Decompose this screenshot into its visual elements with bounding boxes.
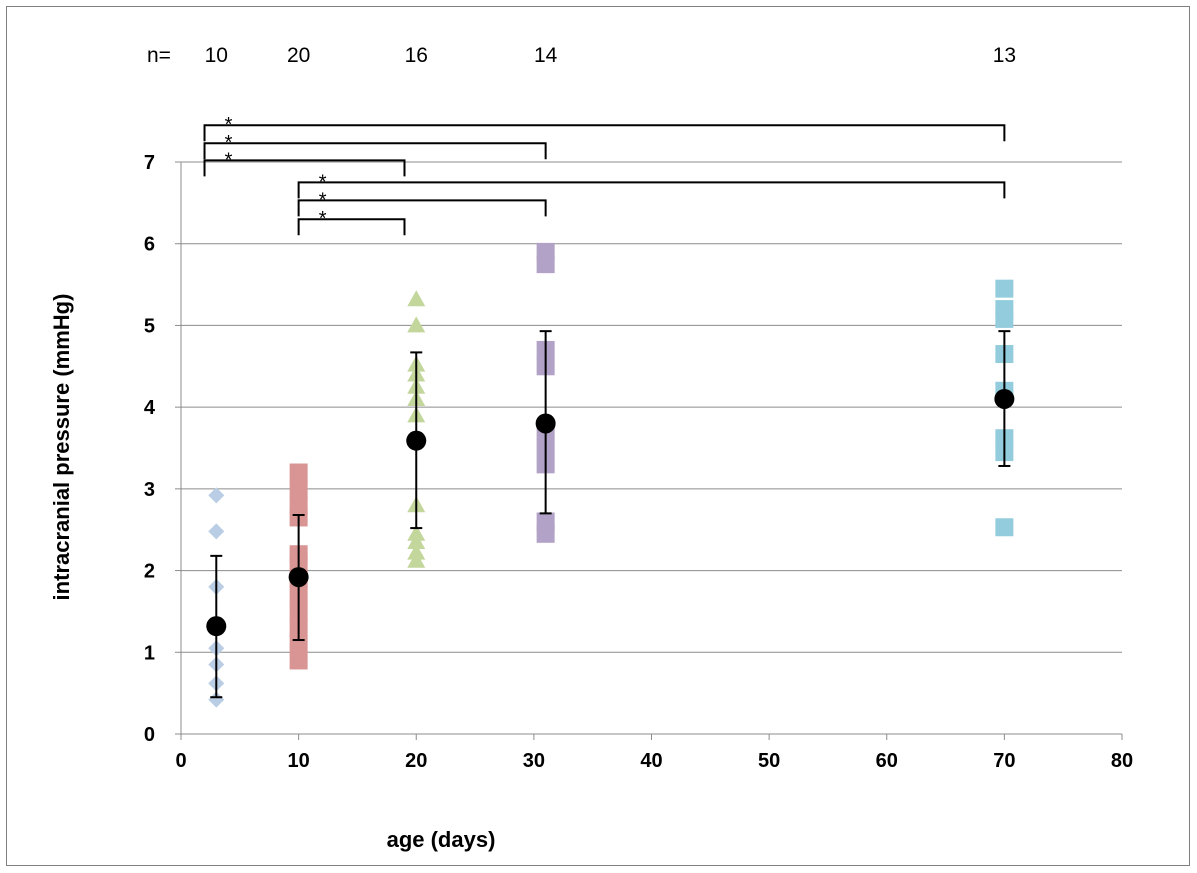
n-label: n= xyxy=(147,44,171,67)
mean-point xyxy=(994,388,1015,409)
data-point xyxy=(289,479,308,498)
n-count: 10 xyxy=(205,44,228,67)
axes xyxy=(175,161,1123,740)
significance-star: * xyxy=(319,189,327,211)
data-point xyxy=(407,524,426,541)
data-point xyxy=(995,279,1014,298)
n-count: 14 xyxy=(534,44,558,67)
y-tick-label: 0 xyxy=(144,724,155,746)
x-axis-label: age (days) xyxy=(387,827,496,852)
significance-star: * xyxy=(225,149,233,171)
significance-bracket xyxy=(297,218,406,236)
x-tick-label: 30 xyxy=(523,750,545,772)
n-count: 13 xyxy=(993,44,1016,67)
data-points xyxy=(208,242,1014,708)
x-tick-label: 70 xyxy=(993,750,1015,772)
y-tick-label: 4 xyxy=(144,397,156,419)
data-point xyxy=(289,463,308,482)
mean-point xyxy=(288,567,309,588)
mean-markers xyxy=(206,330,1015,699)
x-tick-label: 40 xyxy=(640,750,662,772)
data-point xyxy=(289,651,308,670)
x-tick-labels: 0 10 20 30 40 50 60 70 80 xyxy=(175,750,1133,772)
significance-star: * xyxy=(319,208,327,230)
significance-star: * xyxy=(225,132,233,154)
y-axis-label: intracranial pressure (mmHg) xyxy=(49,294,74,601)
x-tick-label: 10 xyxy=(288,750,310,772)
significance-bracket xyxy=(203,142,547,160)
y-tick-label: 1 xyxy=(144,642,155,664)
y-tick-label: 5 xyxy=(144,315,155,337)
sample-sizes: 10 20 16 14 13 xyxy=(205,44,1016,67)
mean-point xyxy=(535,413,556,434)
significance-brackets: ****** xyxy=(203,114,1006,236)
x-tick-label: 0 xyxy=(175,750,186,772)
data-point xyxy=(208,691,225,708)
data-point xyxy=(407,532,426,549)
significance-star: * xyxy=(225,114,233,136)
x-tick-label: 20 xyxy=(405,750,427,772)
gridlines xyxy=(181,161,1122,653)
data-point xyxy=(407,290,426,307)
x-tick-label: 80 xyxy=(1111,750,1133,772)
data-point xyxy=(995,300,1014,319)
significance-bracket xyxy=(297,199,547,217)
mean-point xyxy=(206,616,227,637)
data-point xyxy=(407,543,426,560)
data-point xyxy=(407,316,426,333)
y-tick-label: 2 xyxy=(144,561,155,583)
data-point xyxy=(536,242,555,261)
data-point xyxy=(208,487,225,504)
data-point xyxy=(208,523,225,540)
mean-point xyxy=(406,430,427,451)
data-point xyxy=(289,496,308,515)
data-point xyxy=(407,551,426,568)
x-tick-label: 60 xyxy=(876,750,898,772)
data-point xyxy=(536,512,555,531)
significance-bracket xyxy=(297,181,1006,199)
y-tick-label: 7 xyxy=(144,152,155,174)
significance-star: * xyxy=(319,171,327,193)
data-point xyxy=(995,518,1014,537)
n-count: 16 xyxy=(405,44,428,67)
y-tick-label: 3 xyxy=(144,479,155,501)
y-tick-labels: 0 1 2 3 4 5 6 7 xyxy=(144,152,156,746)
y-tick-label: 6 xyxy=(144,234,155,256)
significance-bracket xyxy=(203,159,406,177)
n-count: 20 xyxy=(287,44,310,67)
significance-bracket xyxy=(203,124,1006,142)
x-tick-label: 50 xyxy=(758,750,780,772)
